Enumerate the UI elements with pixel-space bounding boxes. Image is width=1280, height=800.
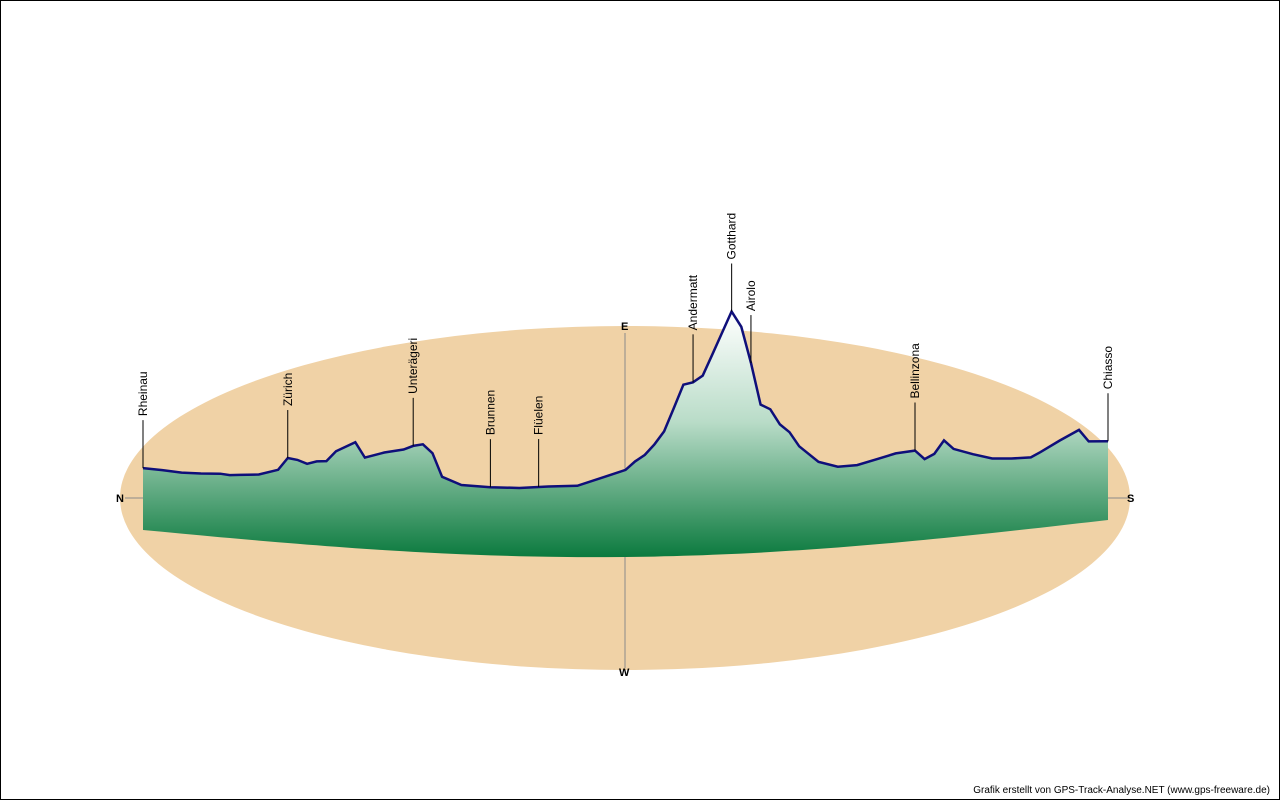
compass-east: E <box>621 321 628 333</box>
place-label: Rheinau <box>136 371 150 416</box>
place-label: Brunnen <box>483 390 497 435</box>
place-label: Gotthard <box>725 213 739 260</box>
place-label: Chiasso <box>1101 346 1115 390</box>
credit-footer: Grafik erstellt von GPS-Track-Analyse.NE… <box>973 785 1270 796</box>
place-label: Flüelen <box>532 396 546 435</box>
compass-south: S <box>1127 493 1134 505</box>
place-label: Zürich <box>281 373 295 406</box>
place-label: Airolo <box>744 280 758 311</box>
place-label: Bellinzona <box>908 343 922 399</box>
terrain-fill <box>143 311 1108 558</box>
place-label: Andermatt <box>686 274 700 330</box>
elevation-profile-line <box>142 308 1109 490</box>
compass-north: N <box>116 493 124 505</box>
place-label: Unterägeri <box>406 338 420 394</box>
compass-west: W <box>619 667 630 679</box>
place-markers: Rheinau Zürich Unterägeri Brunnen Flüelen And… <box>136 213 1115 488</box>
